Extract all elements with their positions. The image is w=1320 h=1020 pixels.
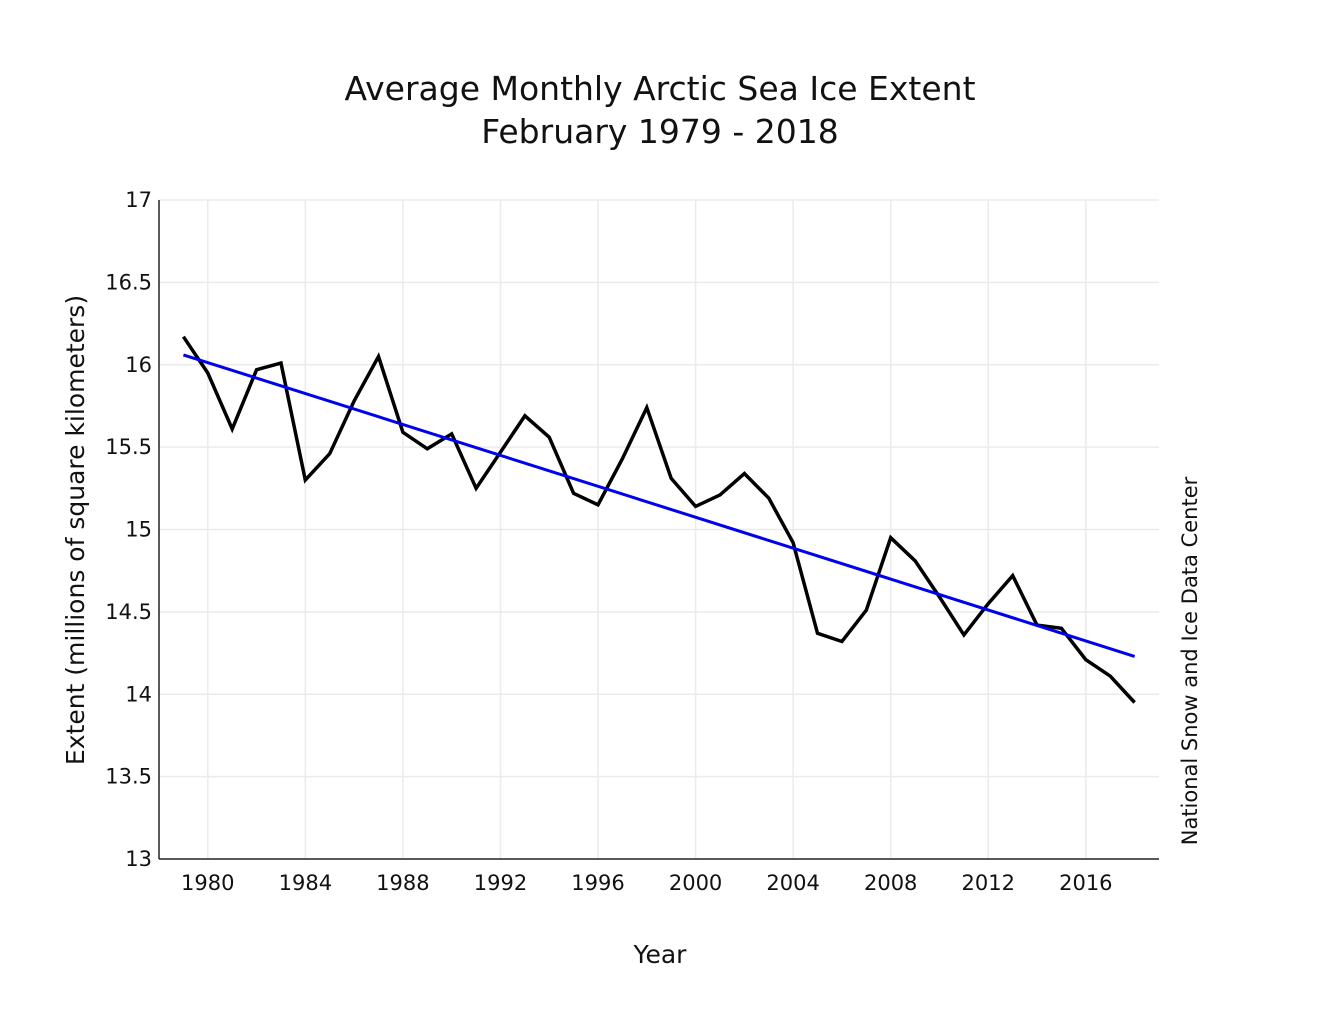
x-tick-label: 1996 (571, 871, 624, 895)
x-tick-label: 1988 (376, 871, 429, 895)
extent-line (181, 335, 1136, 704)
x-tick-label: 2012 (962, 871, 1015, 895)
x-tick-labels: 1980 1984 1988 1992 1996 2000 2004 2008 2012 2016 (181, 871, 1113, 895)
source-label: National Snow and Ice Data Center (1178, 476, 1202, 845)
x-tick-label: 2008 (864, 871, 917, 895)
axes (158, 200, 1159, 860)
y-tick-label: 13 (125, 847, 152, 871)
x-tick-label: 2016 (1059, 871, 1112, 895)
chart-subtitle: February 1979 - 2018 (481, 112, 839, 151)
y-tick-label: 16 (125, 353, 152, 377)
chart-title: Average Monthly Arctic Sea Ice Extent (344, 69, 975, 108)
x-axis-title: Year (633, 940, 688, 969)
series (181, 335, 1136, 704)
y-tick-labels: 13 13.5 14 14.5 15 15.5 16 16.5 17 (105, 188, 152, 871)
x-tick-label: 1992 (474, 871, 527, 895)
x-tick-label: 1984 (279, 871, 332, 895)
y-tick-label: 14 (125, 682, 152, 706)
x-tick-label: 2004 (766, 871, 819, 895)
grid (159, 199, 1159, 859)
x-tick-label: 1980 (181, 871, 234, 895)
y-tick-label: 16.5 (105, 270, 152, 294)
y-tick-label: 15 (125, 518, 152, 542)
trend-line (182, 353, 1136, 658)
y-axis-title: Extent (millions of square kilometers) (61, 295, 90, 765)
y-tick-label: 17 (125, 188, 152, 212)
y-tick-label: 13.5 (105, 765, 152, 789)
y-tick-label: 15.5 (105, 435, 152, 459)
x-tick-label: 2000 (669, 871, 722, 895)
y-tick-label: 14.5 (105, 600, 152, 624)
